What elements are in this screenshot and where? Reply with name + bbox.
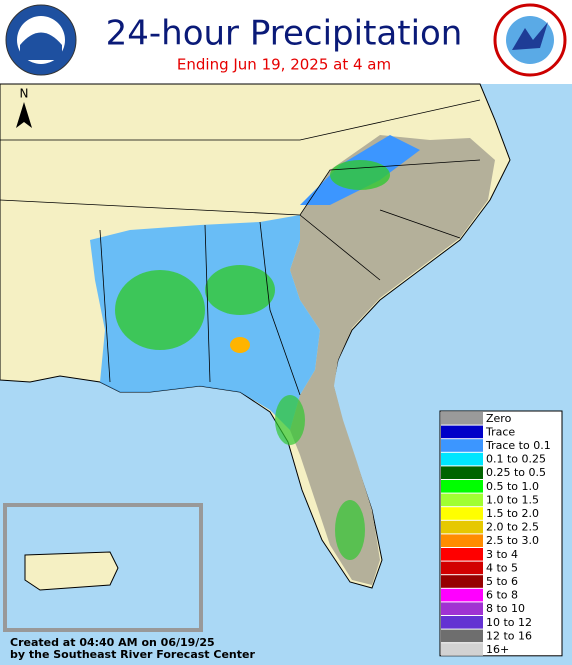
legend-label: 3 to 4	[486, 548, 518, 561]
state-borders	[0, 99, 481, 396]
legend-label: 12 to 16	[486, 629, 532, 642]
precip-cluster	[205, 265, 275, 315]
title: 24-hour Precipitation	[106, 14, 463, 54]
legend-swatch	[441, 616, 483, 629]
legend-swatch	[441, 507, 483, 520]
legend-swatch	[441, 520, 483, 534]
legend-label: 0.25 to 0.5	[486, 466, 546, 479]
legend-swatch	[441, 561, 483, 575]
light-precip-area	[90, 215, 320, 430]
legend-label: 16+	[486, 643, 509, 656]
puerto-rico	[24, 551, 119, 591]
noaa-bird	[20, 32, 62, 60]
legend-swatch	[441, 643, 483, 656]
header-bg	[0, 0, 572, 84]
legend-swatch	[441, 534, 483, 547]
legend-label: 2.5 to 3.0	[486, 534, 539, 547]
legend-label: 1.5 to 2.0	[486, 507, 539, 520]
legend-swatch	[441, 466, 483, 479]
legend-label: 5 to 6	[486, 575, 518, 588]
north-label: N	[20, 87, 29, 101]
zero-precip-area	[290, 135, 495, 585]
precip-heavy	[230, 337, 250, 353]
nws-bolt	[512, 22, 548, 50]
legend-label: 10 to 12	[486, 616, 532, 629]
legend-label: 1.0 to 1.5	[486, 493, 539, 506]
subtitle: Ending Jun 19, 2025 at 4 am	[177, 56, 391, 74]
legend-swatch	[441, 588, 483, 602]
precip-cluster	[115, 270, 205, 350]
legend-swatch	[441, 439, 483, 452]
legend-label: Trace	[485, 425, 515, 438]
precip-cluster	[335, 500, 365, 560]
legend-swatch	[441, 629, 483, 643]
legend-label: 8 to 10	[486, 602, 525, 615]
legend-label: Zero	[486, 412, 512, 425]
legend-label: 6 to 8	[486, 589, 518, 602]
precip-cluster	[330, 160, 390, 190]
footer-text: by the Southeast River Forecast Center	[10, 648, 255, 661]
legend-label: 0.1 to 0.25	[486, 453, 546, 466]
legend-swatch	[441, 548, 483, 561]
legend-swatch	[441, 493, 483, 507]
legend-label: 0.5 to 1.0	[486, 480, 539, 493]
legend-label: Trace to 0.1	[485, 439, 551, 452]
precip-cluster	[275, 395, 305, 445]
legend-swatch	[441, 425, 483, 439]
legend-swatch	[441, 412, 483, 425]
north-arrow	[16, 102, 32, 128]
legend-swatch	[441, 480, 483, 493]
footer-text: Created at 04:40 AM on 06/19/25	[10, 636, 215, 649]
legend-swatch	[441, 452, 483, 466]
legend-swatch	[441, 602, 483, 615]
legend-label: 2.0 to 2.5	[486, 521, 539, 534]
legend-swatch	[441, 575, 483, 588]
legend-label: 4 to 5	[486, 561, 518, 574]
